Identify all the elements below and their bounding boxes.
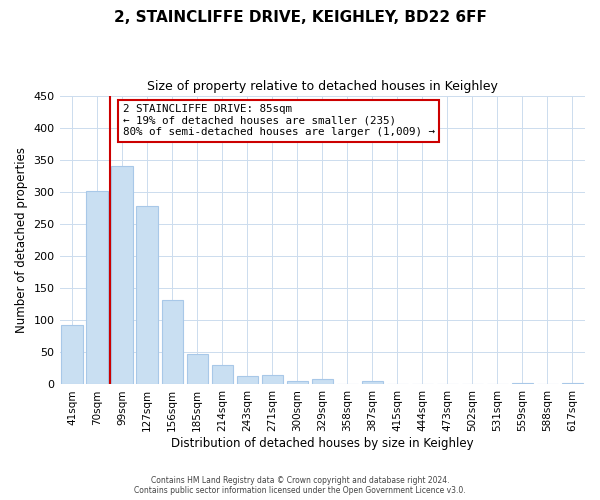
Bar	[112, 166, 133, 384]
Text: 2 STAINCLIFFE DRIVE: 85sqm
← 19% of detached houses are smaller (235)
80% of sem: 2 STAINCLIFFE DRIVE: 85sqm ← 19% of deta…	[122, 104, 434, 138]
Bar	[562, 383, 583, 384]
Bar	[287, 381, 308, 384]
Bar	[262, 375, 283, 384]
Bar	[212, 364, 233, 384]
Bar	[187, 354, 208, 384]
Bar	[362, 381, 383, 384]
Bar	[86, 190, 108, 384]
Bar	[236, 376, 258, 384]
Y-axis label: Number of detached properties: Number of detached properties	[15, 147, 28, 333]
Bar	[161, 300, 183, 384]
X-axis label: Distribution of detached houses by size in Keighley: Distribution of detached houses by size …	[171, 437, 473, 450]
Text: 2, STAINCLIFFE DRIVE, KEIGHLEY, BD22 6FF: 2, STAINCLIFFE DRIVE, KEIGHLEY, BD22 6FF	[113, 10, 487, 25]
Title: Size of property relative to detached houses in Keighley: Size of property relative to detached ho…	[147, 80, 498, 93]
Bar	[61, 326, 83, 384]
Bar	[136, 206, 158, 384]
Bar	[311, 378, 333, 384]
Text: Contains HM Land Registry data © Crown copyright and database right 2024.
Contai: Contains HM Land Registry data © Crown c…	[134, 476, 466, 495]
Bar	[512, 383, 533, 384]
